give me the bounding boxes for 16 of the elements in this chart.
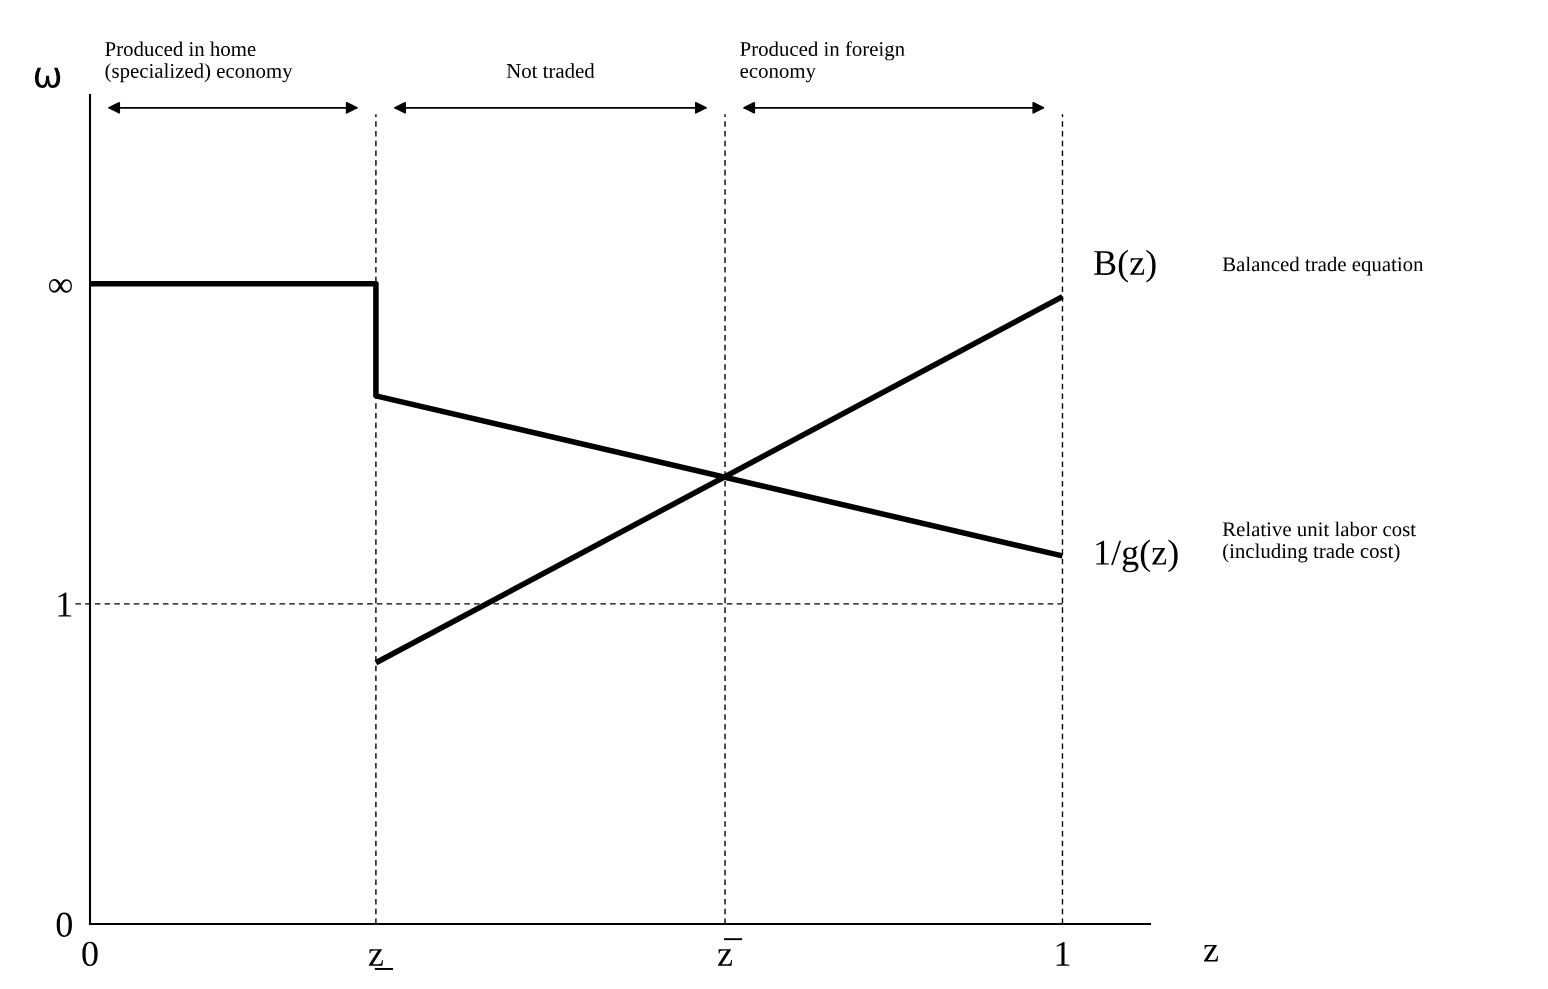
y-axis-title: ω bbox=[34, 67, 61, 88]
x-tick-label: z̅ bbox=[717, 938, 743, 966]
text: Produced in home (specialized) economy bbox=[105, 41, 293, 83]
x-tick-label: 1 bbox=[1056, 941, 1070, 966]
x-tick-label: z̲ bbox=[368, 949, 393, 970]
series-label: B(z) bbox=[1094, 249, 1156, 283]
series-label: 1/g(z) bbox=[1096, 539, 1178, 573]
x-tick-label: 0 bbox=[82, 941, 98, 967]
text: Balanced trade equation bbox=[1222, 256, 1424, 276]
x-axis-title: z bbox=[1203, 944, 1219, 962]
y-tick-label: 1 bbox=[58, 592, 72, 617]
text: Relative unit labor cost (including trade cost) bbox=[1222, 521, 1416, 563]
y-tick-label: ∞ bbox=[48, 279, 72, 293]
y-tick-label: 0 bbox=[56, 912, 72, 937]
text: Produced in foreign economy bbox=[740, 41, 905, 83]
text: Not traded bbox=[506, 63, 595, 78]
